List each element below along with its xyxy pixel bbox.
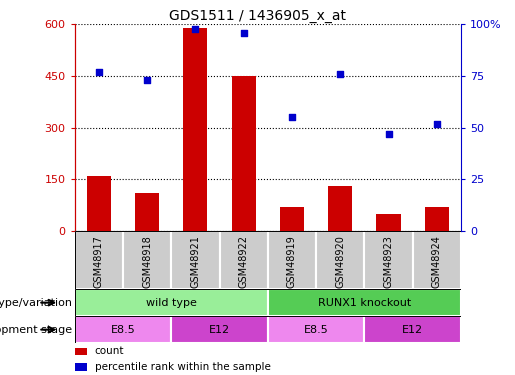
Text: E8.5: E8.5 <box>304 325 329 334</box>
Bar <box>75 348 88 355</box>
Bar <box>123 231 171 289</box>
Point <box>239 30 248 36</box>
Point <box>191 26 199 32</box>
Text: RUNX1 knockout: RUNX1 knockout <box>318 298 411 307</box>
Bar <box>376 214 401 231</box>
Text: GSM48922: GSM48922 <box>238 235 249 288</box>
Text: GSM48923: GSM48923 <box>384 235 393 288</box>
Point <box>433 120 441 126</box>
Bar <box>268 231 316 289</box>
Text: count: count <box>95 346 124 357</box>
Text: development stage: development stage <box>0 325 72 334</box>
Text: E8.5: E8.5 <box>111 325 135 334</box>
Point <box>143 77 151 83</box>
Bar <box>75 363 88 371</box>
Text: wild type: wild type <box>146 298 197 307</box>
Text: E12: E12 <box>402 325 423 334</box>
Text: GSM48918: GSM48918 <box>142 235 152 288</box>
Bar <box>280 207 304 231</box>
Bar <box>87 176 111 231</box>
Bar <box>171 316 268 343</box>
Bar <box>268 289 461 316</box>
Bar <box>316 231 365 289</box>
Bar <box>425 207 449 231</box>
Bar <box>268 316 365 343</box>
Point <box>95 69 103 75</box>
Text: GSM48920: GSM48920 <box>335 235 345 288</box>
Text: GSM48921: GSM48921 <box>191 235 200 288</box>
Text: E12: E12 <box>209 325 230 334</box>
Bar <box>135 193 159 231</box>
Bar <box>365 231 413 289</box>
Bar <box>219 231 268 289</box>
Point <box>384 131 392 137</box>
Text: GSM48919: GSM48919 <box>287 235 297 288</box>
Text: GDS1511 / 1436905_x_at: GDS1511 / 1436905_x_at <box>169 9 346 23</box>
Text: genotype/variation: genotype/variation <box>0 298 72 307</box>
Bar <box>75 231 123 289</box>
Bar <box>413 231 461 289</box>
Text: GSM48924: GSM48924 <box>432 235 442 288</box>
Text: GSM48917: GSM48917 <box>94 235 104 288</box>
Bar <box>328 186 352 231</box>
Bar <box>75 316 171 343</box>
Point <box>336 71 345 77</box>
Bar <box>75 289 268 316</box>
Bar <box>183 28 208 231</box>
Bar <box>171 231 219 289</box>
Text: percentile rank within the sample: percentile rank within the sample <box>95 362 270 372</box>
Point <box>288 114 296 120</box>
Bar <box>365 316 461 343</box>
Bar <box>232 76 256 231</box>
